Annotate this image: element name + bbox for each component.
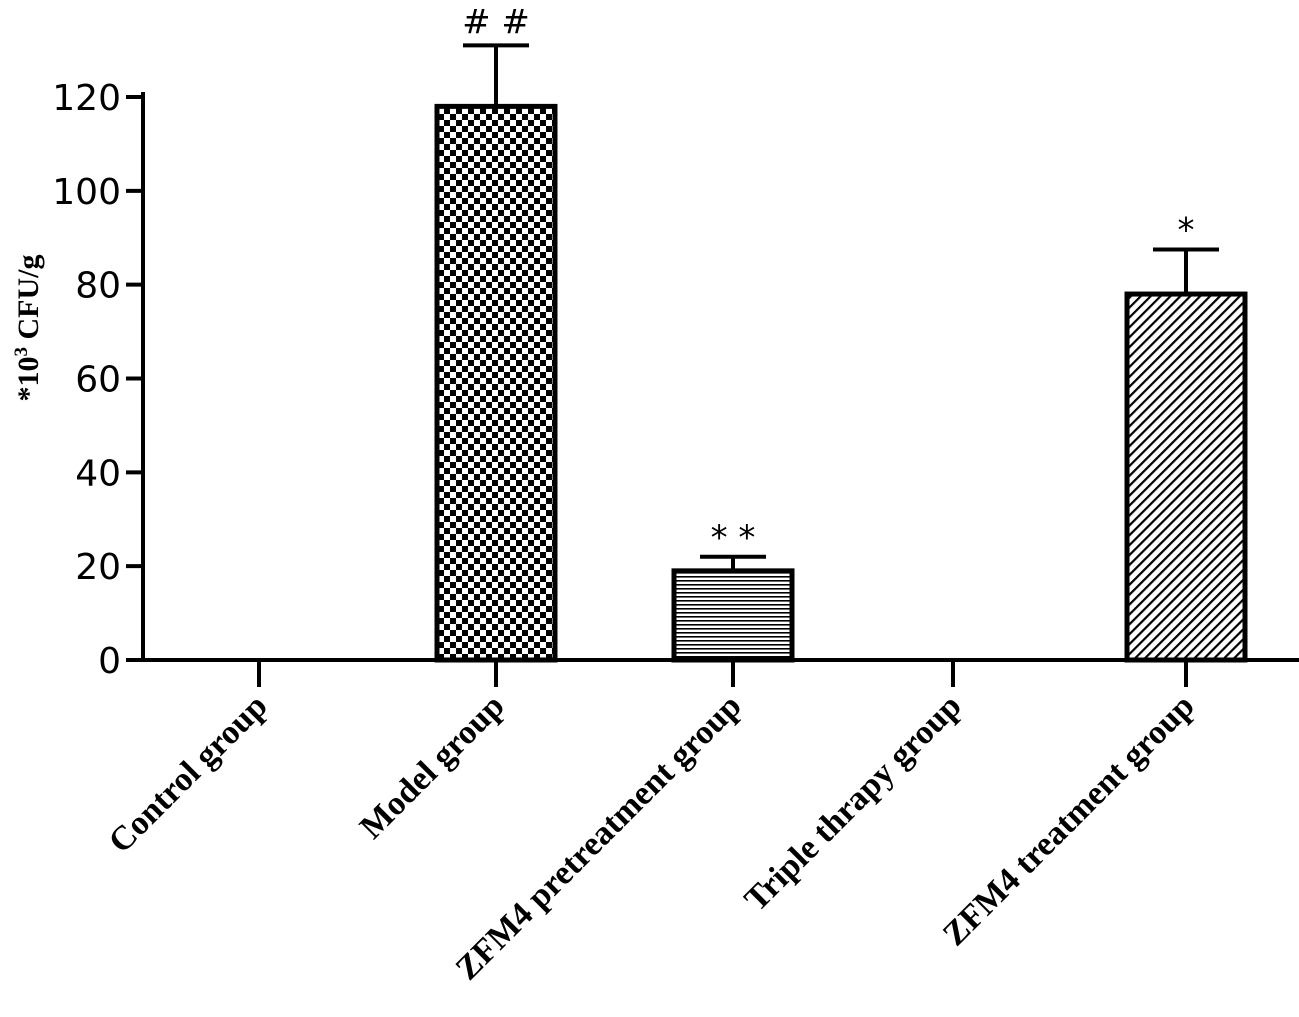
y-tick-label: 120 <box>52 78 121 119</box>
x-tick-label: Control group <box>102 687 275 860</box>
significance-label: * <box>1178 210 1195 250</box>
x-tick-label: Model group <box>353 687 512 846</box>
y-ticks: 0 20 40 60 80 100 120 <box>52 78 143 682</box>
y-axis-label: *103 CFU/g <box>11 255 45 402</box>
y-axis-label-unit: CFU/g <box>12 255 45 348</box>
y-tick-label: 60 <box>75 360 121 401</box>
y-tick-label: 80 <box>75 266 121 307</box>
y-tick-label: 40 <box>75 453 121 494</box>
bar <box>671 568 795 663</box>
bar <box>1124 291 1248 663</box>
y-axis-label-superscript: 3 <box>11 347 32 357</box>
bars: # # * * * <box>434 2 1248 663</box>
y-tick-label: 100 <box>52 172 121 213</box>
significance-label: * * <box>711 518 756 558</box>
y-axis-label-main: *10 <box>12 357 45 402</box>
x-tick-label: Triple thrapy group <box>738 687 969 918</box>
y-tick-label: 0 <box>98 641 121 682</box>
x-tick-label: ZFM4 treatment group <box>936 687 1202 953</box>
x-tick-label: ZFM4 pretreatment group <box>449 687 749 987</box>
y-tick-label: 20 <box>75 547 121 588</box>
bar <box>434 103 558 663</box>
significance-label: # # <box>462 2 530 42</box>
